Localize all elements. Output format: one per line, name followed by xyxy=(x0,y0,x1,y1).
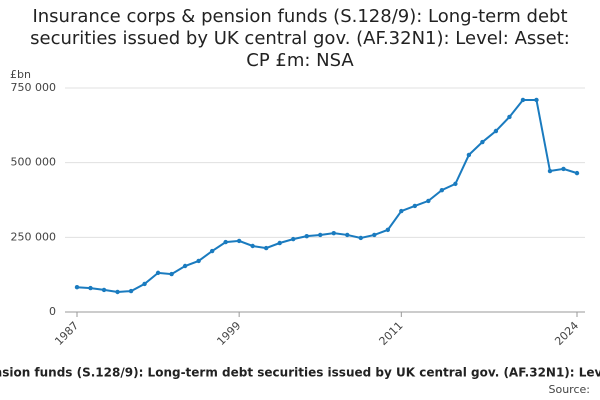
point xyxy=(412,203,418,209)
point xyxy=(561,166,566,172)
point xyxy=(304,233,309,239)
point xyxy=(182,263,188,269)
caption: Insurance corps & pension funds (S.128/9… xyxy=(0,366,600,380)
point xyxy=(263,245,269,251)
point xyxy=(101,287,107,293)
y-tick-label: 750 000 xyxy=(11,81,57,94)
point xyxy=(480,139,485,145)
point xyxy=(223,239,228,245)
point xyxy=(493,128,499,134)
y-tick-label: 250 000 xyxy=(11,230,57,243)
point xyxy=(385,227,391,233)
point xyxy=(358,235,363,241)
point xyxy=(250,243,255,249)
point xyxy=(142,281,147,287)
point xyxy=(466,152,472,158)
y-tick-label: 0 xyxy=(49,305,56,318)
point xyxy=(399,208,404,214)
point xyxy=(372,232,377,238)
y-tick-label: 500 000 xyxy=(11,156,57,169)
point xyxy=(115,289,120,295)
point xyxy=(209,248,215,254)
point xyxy=(426,198,431,204)
point xyxy=(155,270,161,276)
point xyxy=(439,187,445,193)
chart-title: Insurance corps & pension funds (S.128/9… xyxy=(30,6,570,71)
point xyxy=(534,97,539,103)
point xyxy=(236,238,242,244)
x-tick-label: 2011 xyxy=(377,319,406,348)
point xyxy=(507,114,512,120)
line xyxy=(76,98,578,293)
point xyxy=(277,240,282,246)
x-tick-label: 2024 xyxy=(552,319,581,348)
source: Source: xyxy=(549,383,591,396)
point xyxy=(88,285,93,291)
point xyxy=(196,258,201,264)
point xyxy=(318,232,323,238)
point xyxy=(74,285,80,290)
y-axis-label: £bn xyxy=(10,68,31,81)
point xyxy=(453,181,458,187)
point xyxy=(291,236,296,242)
point xyxy=(169,271,174,277)
point xyxy=(128,288,134,294)
point xyxy=(331,230,336,236)
x-tick-label: 1999 xyxy=(214,319,243,348)
point xyxy=(345,232,350,238)
point xyxy=(520,97,526,103)
x-tick-label: 1987 xyxy=(52,319,81,348)
point xyxy=(547,168,553,174)
point xyxy=(574,170,580,176)
